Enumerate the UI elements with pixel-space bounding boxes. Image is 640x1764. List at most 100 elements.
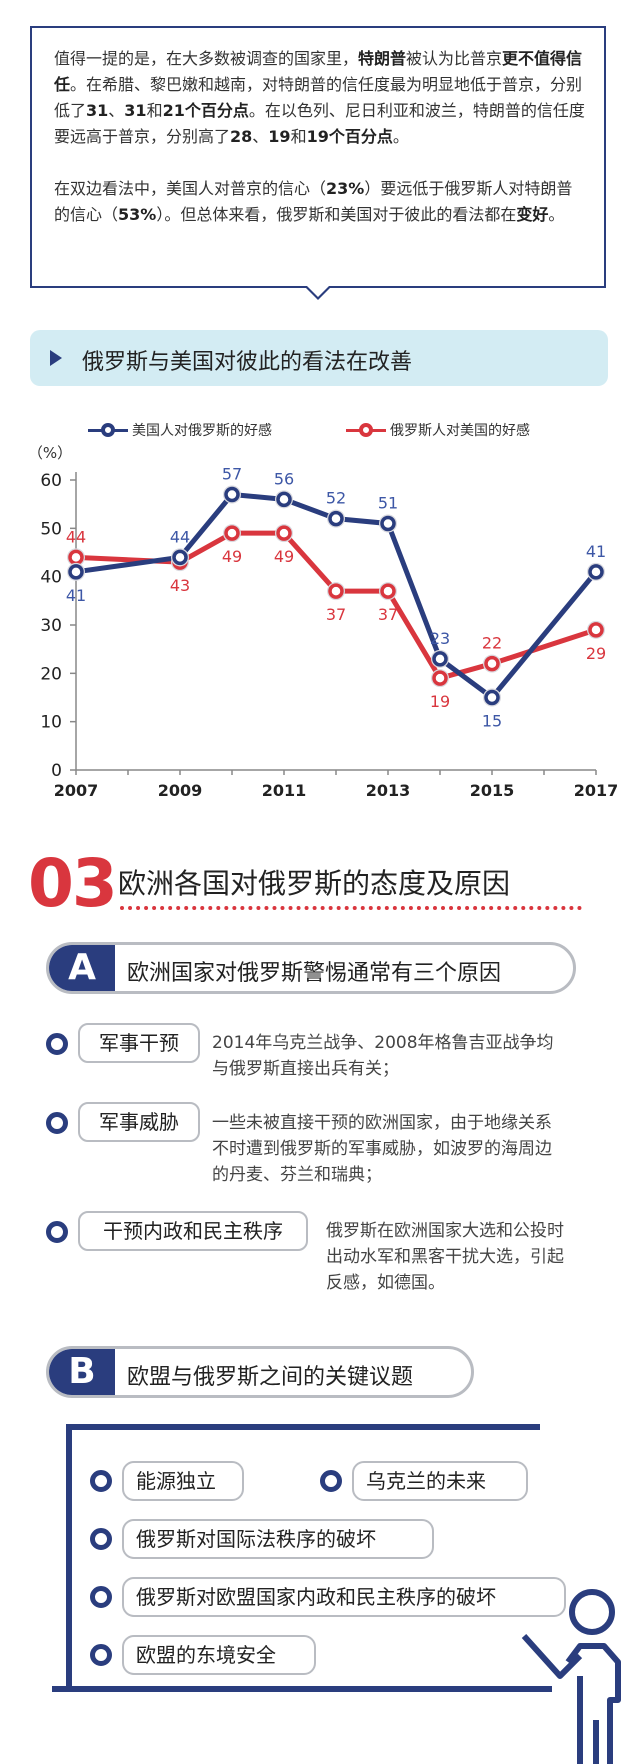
intro-paragraph-1: 值得一提的是，在大多数被调查的国家里，特朗普被认为比普京更不值得信任。在希腊、黎… (54, 46, 588, 150)
play-triangle-icon (50, 350, 62, 366)
x-tick-label: 2017 (574, 781, 619, 800)
data-point (484, 655, 500, 672)
x-tick-label: 2011 (262, 781, 307, 800)
body-text: 在双边看法中，美国人对普京的信心（ (54, 179, 327, 198)
bullet-ring-icon (46, 1033, 68, 1055)
data-point (224, 486, 240, 503)
legend-item-series-2: 俄罗斯人对美国的好感 (346, 420, 596, 440)
highlight-text: 31 (124, 101, 147, 120)
presenter-figure-icon (521, 1589, 621, 1764)
callout-pointer-inner (306, 285, 330, 297)
issue-tag: 俄罗斯对欧盟国家内政和民主秩序的破坏 (122, 1577, 566, 1617)
y-tick-label: 0 (51, 761, 62, 781)
data-point (68, 549, 84, 566)
issue-tag: 能源独立 (122, 1461, 244, 1501)
legend-item-series-1: 美国人对俄罗斯的好感 (88, 420, 338, 440)
y-axis-unit-label: （%） (28, 444, 72, 462)
line-chart: （%） 0 10 20 30 40 50 60 2007 2009 2011 2013 2015 2017… (28, 444, 619, 800)
legend-marker (359, 423, 373, 437)
data-label: 15 (482, 712, 502, 731)
data-point (68, 564, 84, 580)
data-point (432, 651, 448, 667)
body-text: 、 (252, 127, 269, 146)
frame-bottom-bar (52, 1686, 552, 1692)
legend-marker (101, 423, 115, 437)
intro-paragraph-2: 在双边看法中，美国人对普京的信心（23%）要远低于俄罗斯人对特朗普的信心（53%… (54, 176, 588, 228)
body-text: 和 (146, 101, 163, 120)
block-b-title: 欧盟与俄罗斯之间的关键议题 (127, 1365, 414, 1390)
data-point (484, 689, 500, 706)
body-text: 。在以色列、尼日利亚和波兰，特朗普的信任度要远高于普京，分别高了 (54, 101, 585, 146)
data-label: 29 (586, 644, 606, 663)
reason-line: 出动水军和黑客干扰大选，引起 (326, 1247, 564, 1267)
bullet-ring-icon (46, 1112, 68, 1134)
data-point (328, 583, 344, 599)
data-label: 22 (482, 634, 502, 653)
reason-line: 俄罗斯在欧洲国家大选和公投时 (326, 1221, 564, 1241)
block-b-letter: B (49, 1349, 115, 1395)
reason-line: 一些未被直接干预的欧洲国家，由于地缘关系 (212, 1113, 552, 1133)
block-a-header: A 欧洲国家对俄罗斯警惕通常有三个原因 (46, 942, 576, 994)
body-text: 。在希腊、黎巴嫩和越南，对特朗普的信任度最为明显地低于普京，分别低了 (54, 75, 583, 120)
reason-description: 2014年乌克兰战争、2008年格鲁吉亚战争均 与俄罗斯直接出兵有关； (212, 1030, 612, 1082)
highlight-text: 变好 (516, 205, 549, 224)
highlight-text: 特朗普 (358, 49, 407, 68)
body-text: 值得一提的是，在大多数被调查的国家里， (54, 49, 359, 68)
reason-tag: 军事威胁 (78, 1102, 200, 1142)
x-tick-label: 2007 (54, 781, 99, 800)
bullet-ring-icon (90, 1470, 112, 1492)
reason-line: 与俄罗斯直接出兵有关； (212, 1059, 399, 1079)
issue-tag: 欧盟的东境安全 (122, 1635, 316, 1675)
data-label: 52 (326, 489, 346, 508)
intro-text-box: 值得一提的是，在大多数被调查的国家里，特朗普被认为比普京更不值得信任。在希腊、黎… (30, 26, 606, 288)
block-b-header: B 欧盟与俄罗斯之间的关键议题 (46, 1346, 474, 1398)
reason-tag: 干预内政和民主秩序 (78, 1211, 308, 1251)
frame-left-bar (66, 1424, 72, 1688)
y-tick-label: 30 (40, 616, 62, 636)
frame-top-bar (66, 1424, 540, 1430)
highlight-text: 31 (86, 101, 109, 120)
reason-tag: 军事干预 (78, 1023, 200, 1063)
data-label: 19 (430, 692, 450, 711)
highlight-text: 28 (230, 127, 253, 146)
chart-section-banner: 俄罗斯与美国对彼此的看法在改善 (30, 330, 608, 386)
body-text: ）。但总体来看，俄罗斯和美国对于彼此的看法都在 (156, 205, 517, 224)
data-label: 49 (222, 547, 242, 566)
data-point (588, 622, 604, 638)
body-text: 。 (392, 127, 409, 146)
highlight-text: 21个百分点 (162, 101, 249, 120)
chart-section-title: 俄罗斯与美国对彼此的看法在改善 (82, 350, 413, 375)
body-text: ）要远低于俄罗斯人对特朗普的信心（ (54, 179, 573, 224)
data-label: 56 (274, 469, 294, 488)
body-text: 被认为比普京 (406, 49, 503, 68)
body-text: 、 (108, 101, 125, 120)
bullet-ring-icon (90, 1586, 112, 1608)
reason-description: 一些未被直接干预的欧洲国家，由于地缘关系 不时遭到俄罗斯的军事威胁，如波罗的海周… (212, 1110, 622, 1188)
data-point (380, 515, 396, 532)
data-point (432, 670, 448, 686)
highlight-text: 23% (326, 179, 365, 198)
reason-line: 反感，如德国。 (326, 1273, 445, 1293)
issue-tag: 乌克兰的未来 (352, 1461, 528, 1501)
y-tick-label: 40 (40, 568, 62, 588)
body-text: 。 (548, 205, 565, 224)
highlight-text: 更不值得信任 (54, 49, 583, 94)
body-text: 和 (290, 127, 307, 146)
data-label: 41 (586, 542, 606, 561)
reason-line: 的丹麦、芬兰和瑞典； (212, 1165, 382, 1185)
x-tick-label: 2015 (470, 781, 515, 800)
data-label: 37 (326, 605, 346, 624)
highlight-text: 53% (118, 205, 157, 224)
data-point (224, 525, 240, 541)
data-label: 41 (66, 586, 86, 605)
data-label: 37 (378, 605, 398, 624)
data-label: 44 (66, 527, 86, 546)
section-dotted-divider (120, 906, 582, 910)
block-a-title: 欧洲国家对俄罗斯警惕通常有三个原因 (127, 961, 502, 986)
section-title: 欧洲各国对俄罗斯的态度及原因 (118, 867, 511, 900)
reason-line: 2014年乌克兰战争、2008年格鲁吉亚战争均 (212, 1033, 554, 1053)
x-tick-label: 2013 (366, 781, 411, 800)
data-point (172, 549, 188, 566)
legend-label: 美国人对俄罗斯的好感 (132, 423, 272, 439)
data-label: 44 (170, 527, 190, 546)
